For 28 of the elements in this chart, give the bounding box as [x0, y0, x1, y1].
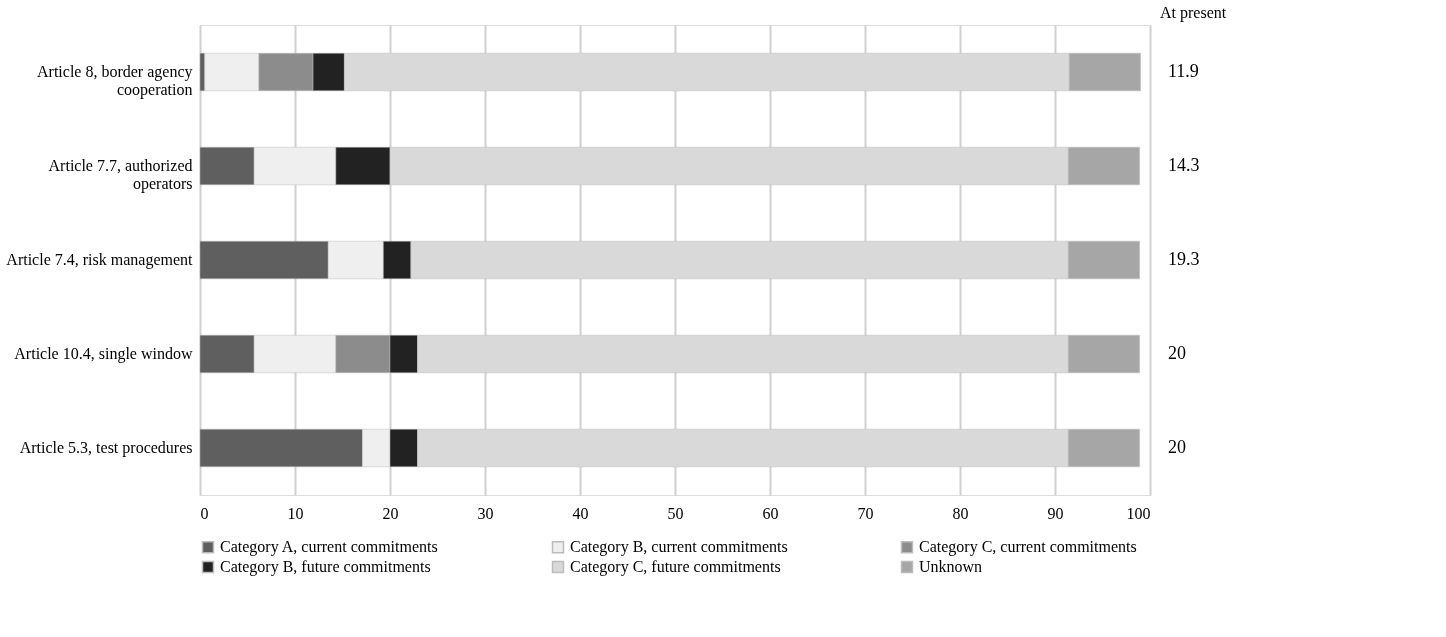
x-tick-label: 60	[762, 504, 779, 522]
x-tick-label: 70	[857, 504, 874, 522]
y-tick-label: Article 5.3, test procedures	[19, 439, 193, 457]
x-tick-label: 40	[572, 504, 589, 522]
x-tick-label: 50	[667, 504, 684, 522]
x-tick-label: 0	[200, 504, 209, 522]
text: 20	[1168, 437, 1186, 457]
text: 11.9	[1168, 61, 1199, 81]
text: 14.3	[1168, 155, 1200, 175]
y-tick-label: Article 7.4, risk management	[6, 251, 194, 269]
legend-label: Category C, future commitments	[570, 558, 781, 576]
text: At present	[1160, 4, 1227, 22]
legend-label: Unknown	[919, 558, 983, 575]
legend-label: Category B, future commitments	[220, 558, 431, 576]
x-tick-label: 100	[1126, 504, 1151, 522]
y-tick-label: Article 8, border agency cooperation	[37, 63, 193, 99]
x-tick-label: 80	[952, 504, 969, 522]
y-tick-label: Article 7.7, authorized operators	[48, 157, 193, 193]
x-tick-label: 10	[287, 504, 304, 522]
text: 19.3	[1168, 249, 1200, 269]
y-tick-label: Article 10.4, single window	[14, 345, 193, 363]
x-tick-label: 30	[477, 504, 494, 522]
legend-label: Category C, current commitments	[919, 538, 1137, 557]
text: 20	[1168, 343, 1186, 363]
x-tick-label: 90	[1047, 504, 1064, 522]
x-tick-label: 20	[382, 504, 399, 522]
legend-label: Category B, current commitments	[570, 538, 788, 557]
legend-label: Category A, current commitments	[220, 538, 438, 557]
